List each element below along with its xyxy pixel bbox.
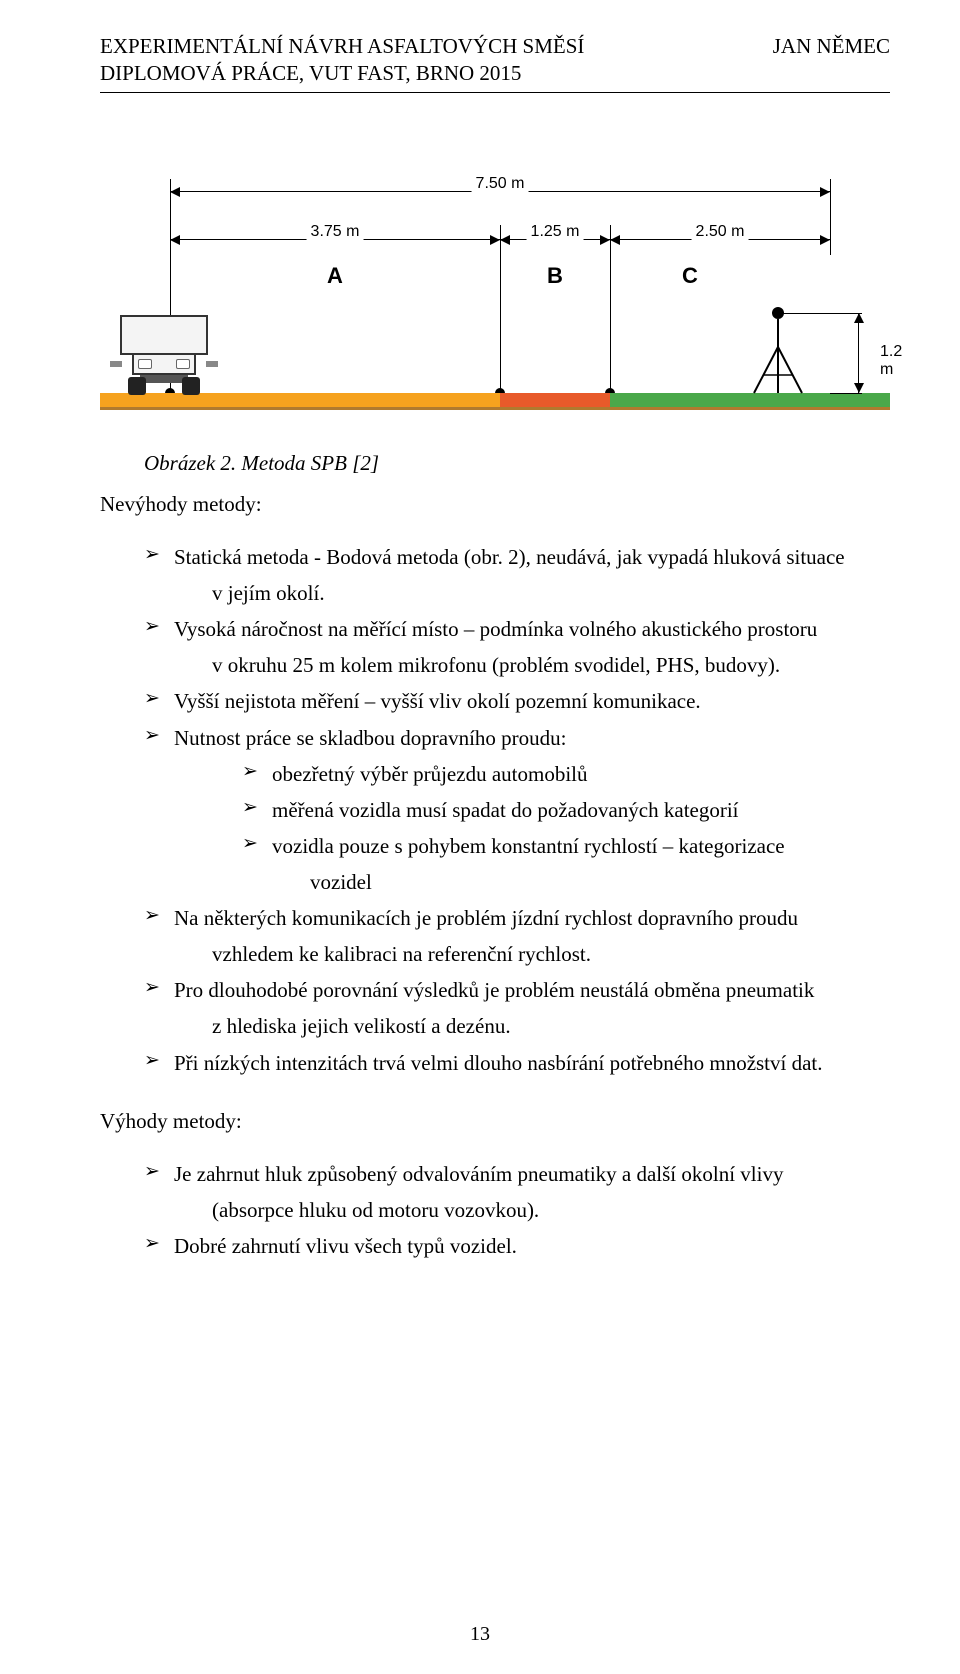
list-cont: z hlediska jejich velikostí a dezénu. bbox=[174, 1008, 890, 1044]
dim-label-c: 2.50 m bbox=[692, 223, 749, 241]
page-number: 13 bbox=[470, 1623, 490, 1646]
list-text: Je zahrnut hluk způsobený odvalováním pn… bbox=[174, 1162, 783, 1186]
dim-tick bbox=[610, 225, 611, 393]
list-item: Vyšší nejistota měření – vyšší vliv okol… bbox=[144, 683, 890, 719]
header-title-right: JAN NĚMEC bbox=[773, 34, 890, 59]
list-text: Při nízkých intenzitách trvá velmi dlouh… bbox=[174, 1051, 823, 1075]
road-segment-a bbox=[100, 393, 500, 407]
list-cont: v okruhu 25 m kolem mikrofonu (problém s… bbox=[174, 647, 890, 683]
list-item: Vysoká náročnost na měřící místo – podmí… bbox=[144, 611, 890, 683]
list-item: vozidla pouze s pohybem konstantní rychl… bbox=[242, 828, 890, 900]
list-item: Pro dlouhodobé porovnání výsledků je pro… bbox=[144, 972, 890, 1044]
dim-label-height: 1.2 m bbox=[880, 343, 902, 379]
header-rule bbox=[100, 92, 890, 93]
list-cont: vozidel bbox=[272, 864, 890, 900]
section-label-b: B bbox=[547, 263, 563, 289]
page-header: EXPERIMENTÁLNÍ NÁVRH ASFALTOVÝCH SMĚSÍ J… bbox=[100, 34, 890, 59]
truck-icon bbox=[110, 315, 218, 393]
advantages-list: Je zahrnut hluk způsobený odvalováním pn… bbox=[100, 1156, 890, 1264]
road-segment-b bbox=[500, 393, 610, 407]
list-text: vozidla pouze s pohybem konstantní rychl… bbox=[272, 834, 785, 858]
dim-tick bbox=[830, 393, 862, 394]
figure-spb-method: 7.50 m 3.75 m 1.25 m 2.50 m A B C bbox=[100, 173, 890, 433]
dim-tick bbox=[778, 313, 862, 314]
list-text: obezřetný výběr průjezdu automobilů bbox=[272, 762, 587, 786]
list-cont: (absorpce hluku od motoru vozovkou). bbox=[174, 1192, 890, 1228]
sub-list: obezřetný výběr průjezdu automobilů měře… bbox=[174, 756, 890, 900]
list-text: Na některých komunikacích je problém jíz… bbox=[174, 906, 798, 930]
list-item: Nutnost práce se skladbou dopravního pro… bbox=[144, 720, 890, 901]
dim-line-height bbox=[858, 313, 859, 393]
dim-tick bbox=[500, 225, 501, 393]
advantages-heading: Výhody metody: bbox=[100, 1109, 890, 1134]
list-text: Pro dlouhodobé porovnání výsledků je pro… bbox=[174, 978, 814, 1002]
disadvantages-list: Statická metoda - Bodová metoda (obr. 2)… bbox=[100, 539, 890, 1081]
list-text: Vysoká náročnost na měřící místo – podmí… bbox=[174, 617, 817, 641]
header-title-left: EXPERIMENTÁLNÍ NÁVRH ASFALTOVÝCH SMĚSÍ bbox=[100, 34, 584, 59]
list-item: Dobré zahrnutí vlivu všech typů vozidel. bbox=[144, 1228, 890, 1264]
list-cont: vzhledem ke kalibraci na referenční rych… bbox=[174, 936, 890, 972]
list-item: Statická metoda - Bodová metoda (obr. 2)… bbox=[144, 539, 890, 611]
list-text: měřená vozidla musí spadat do požadovaný… bbox=[272, 798, 739, 822]
list-item: obezřetný výběr průjezdu automobilů bbox=[242, 756, 890, 792]
list-text: Nutnost práce se skladbou dopravního pro… bbox=[174, 726, 567, 750]
list-text: Vyšší nejistota měření – vyšší vliv okol… bbox=[174, 689, 701, 713]
list-item: měřená vozidla musí spadat do požadovaný… bbox=[242, 792, 890, 828]
list-text: Statická metoda - Bodová metoda (obr. 2)… bbox=[174, 545, 845, 569]
section-label-c: C bbox=[682, 263, 698, 289]
road-baseline bbox=[100, 407, 890, 410]
list-text: Dobré zahrnutí vlivu všech typů vozidel. bbox=[174, 1234, 517, 1258]
list-item: Na některých komunikacích je problém jíz… bbox=[144, 900, 890, 972]
list-item: Je zahrnut hluk způsobený odvalováním pn… bbox=[144, 1156, 890, 1228]
dim-label-a: 3.75 m bbox=[307, 223, 364, 241]
microphone-tripod-icon bbox=[748, 307, 808, 393]
disadvantages-heading: Nevýhody metody: bbox=[100, 492, 890, 517]
list-item: Při nízkých intenzitách trvá velmi dlouh… bbox=[144, 1045, 890, 1081]
list-cont: v jejím okolí. bbox=[174, 575, 890, 611]
dim-label-total: 7.50 m bbox=[472, 175, 529, 193]
dim-label-b: 1.25 m bbox=[527, 223, 584, 241]
header-subtitle: DIPLOMOVÁ PRÁCE, VUT FAST, BRNO 2015 bbox=[100, 61, 890, 86]
figure-caption: Obrázek 2. Metoda SPB [2] bbox=[144, 451, 890, 476]
section-label-a: A bbox=[327, 263, 343, 289]
diagram: 7.50 m 3.75 m 1.25 m 2.50 m A B C bbox=[100, 173, 890, 433]
dim-tick bbox=[830, 225, 831, 255]
